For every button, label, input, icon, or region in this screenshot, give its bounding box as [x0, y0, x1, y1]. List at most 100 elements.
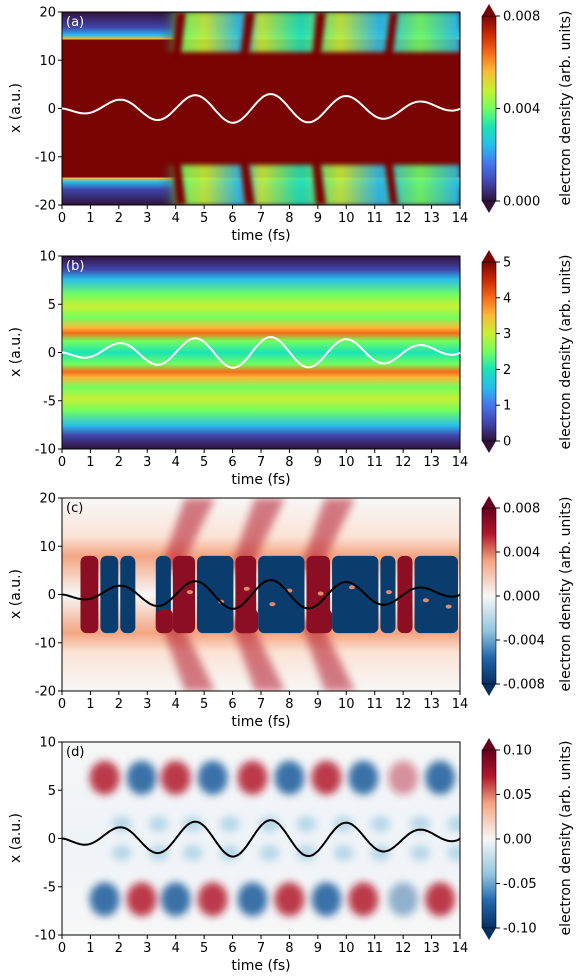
x-ticks-c: 0 1 2 3 4 5 6 7 8 9 10 11 12 13 14 [58, 691, 468, 712]
x-tick-label: 2 [115, 455, 123, 470]
y-tick-label: -20 [35, 199, 56, 214]
density-blob [274, 882, 305, 917]
density-island [243, 586, 250, 591]
density-blob [182, 816, 203, 833]
density-block [235, 608, 259, 634]
colorbar-d: 0.10 0.05 0.00 -0.05 -0.10 electron density … [481, 738, 574, 940]
density-block [414, 555, 458, 634]
x-tick-label: 9 [314, 941, 322, 956]
density-blob [333, 844, 354, 861]
colorbar-tick-label: 0 [503, 435, 511, 450]
density-blob [370, 816, 391, 833]
x-tick-label: 14 [452, 941, 469, 956]
y-tick-label: 10 [39, 250, 56, 265]
panel-label-b: (b) [66, 259, 84, 274]
density-blob [296, 844, 317, 861]
y-tick-label: 5 [48, 784, 56, 799]
x-tick-label: 8 [285, 455, 293, 470]
density-blob [182, 844, 203, 861]
density-island [422, 598, 429, 603]
density-blob [126, 882, 157, 917]
x-tick-label: 14 [452, 455, 469, 470]
colorbar-tick-label: 0.05 [503, 788, 532, 803]
density-block [120, 555, 136, 634]
colorbar-label-b: electron density (arb. units) [558, 255, 574, 450]
x-tick-label: 13 [423, 697, 440, 712]
density-island [385, 590, 392, 595]
colorbar-label-c: electron density (arb. units) [558, 497, 574, 692]
heatmap-c-blocks [80, 555, 458, 634]
colorbar-b: 5 4 3 2 1 0 electron density (arb. units) [481, 250, 574, 453]
x-tick-label: 8 [285, 697, 293, 712]
x-tick-label: 11 [366, 941, 383, 956]
x-tick-label: 5 [200, 211, 208, 226]
x-tick-label: 0 [58, 211, 66, 226]
y-ticks-d: 10 5 0 -5 -10 [35, 736, 62, 944]
y-axis-label-b: x (a.u.) [8, 327, 24, 377]
colorbar-tick-label: -0.004 [503, 634, 545, 649]
x-tick-label: 10 [338, 697, 355, 712]
x-tick-label: 3 [143, 211, 151, 226]
x-tick-label: 11 [366, 211, 383, 226]
x-axis-label-b: time (fs) [231, 472, 290, 488]
y-tick-label: -10 [35, 150, 56, 165]
x-tick-label: 4 [172, 211, 180, 226]
density-blob [89, 882, 120, 917]
y-tick-label: 20 [39, 6, 56, 21]
x-tick-label: 6 [228, 211, 236, 226]
x-axis-label-c: time (fs) [231, 714, 290, 730]
y-tick-label: 5 [48, 298, 56, 313]
x-tick-label: 1 [86, 455, 94, 470]
colorbar-tick-label: 0.00 [503, 833, 532, 848]
field-curve-c [61, 579, 461, 610]
density-island [348, 585, 355, 590]
panel-label-c: (c) [66, 501, 83, 516]
panel-label-d: (d) [66, 745, 84, 760]
x-tick-label: 6 [228, 941, 236, 956]
x-tick-label: 3 [143, 455, 151, 470]
x-tick-label: 13 [423, 941, 440, 956]
x-tick-label: 7 [257, 455, 265, 470]
y-tick-label: 0 [48, 346, 56, 361]
density-blob [259, 816, 280, 833]
density-blob [219, 844, 240, 861]
colorbar-tick-label: 0.004 [503, 546, 540, 561]
density-blob [388, 760, 419, 795]
colorbar-tick-label: 2 [503, 363, 511, 378]
x-tick-label: 13 [423, 211, 440, 226]
density-blob [148, 816, 169, 833]
y-tick-label: 0 [48, 102, 56, 117]
x-ticks-a: 0 1 2 3 4 5 6 7 8 9 10 11 12 13 14 [58, 205, 468, 226]
panel-label-a: (a) [66, 15, 84, 30]
density-block [100, 555, 119, 634]
colorbar-tick-label: 0.008 [503, 10, 540, 25]
density-blob [219, 816, 240, 833]
y-axis-label-a: x (a.u.) [8, 83, 24, 133]
colorbar-tick-label: 4 [503, 291, 511, 306]
x-tick-label: 6 [228, 455, 236, 470]
density-blob [126, 760, 157, 795]
x-tick-label: 9 [314, 211, 322, 226]
y-tick-label: 10 [39, 540, 56, 555]
x-tick-label: 2 [115, 211, 123, 226]
y-tick-label: -5 [43, 394, 56, 409]
heatmap-d-blobs [89, 760, 460, 917]
density-block [80, 555, 99, 634]
x-tick-label: 0 [58, 941, 66, 956]
x-tick-label: 13 [423, 455, 440, 470]
colorbar-tick-label: 3 [503, 327, 511, 342]
density-block [380, 555, 396, 634]
density-block [155, 608, 173, 634]
x-tick-label: 12 [395, 941, 412, 956]
x-tick-label: 8 [285, 941, 293, 956]
colorbar-c: 0.008 0.004 0.000 -0.004 -0.008 electron den… [481, 496, 574, 696]
x-ticks-d: 0 1 2 3 4 5 6 7 8 9 10 11 12 13 14 [58, 935, 468, 956]
colorbar-tick-label: -0.008 [503, 678, 545, 693]
colorbar-label-a: electron density (arb. units) [558, 11, 574, 206]
density-blob [296, 816, 317, 833]
y-tick-label: -10 [35, 443, 56, 458]
field-curve-a [61, 93, 461, 124]
heatmap-c [62, 498, 460, 691]
